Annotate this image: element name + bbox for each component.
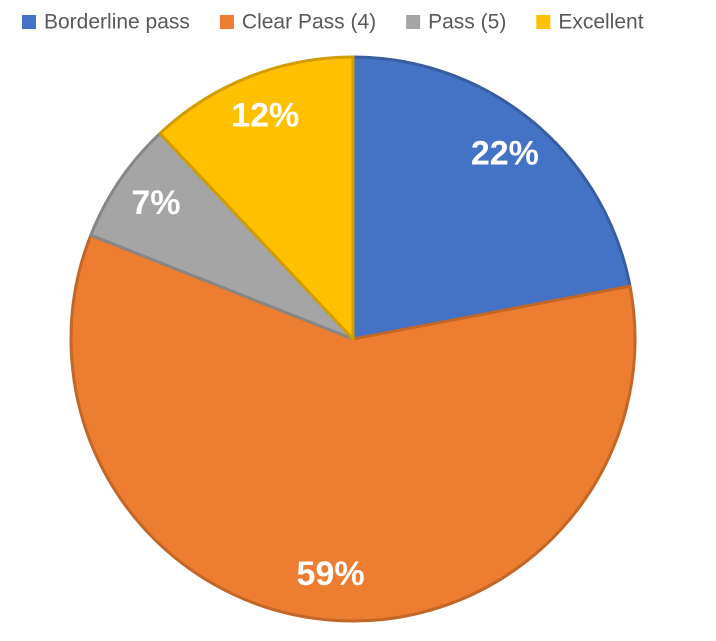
pie-slice [69, 233, 637, 623]
pie-slice [351, 55, 632, 341]
value-label: 7% [131, 184, 180, 222]
value-label: 12% [231, 96, 299, 134]
legend-swatch [22, 15, 36, 29]
legend-swatch [219, 15, 234, 29]
legend: Borderline pass Clear Pass (4) Pass (5) Exc… [22, 11, 644, 34]
legend-swatch [536, 15, 551, 29]
pie-slice [89, 131, 355, 341]
legend-swatch [406, 15, 421, 29]
legend-label: Borderline pass [44, 11, 190, 34]
pie-slice [158, 55, 355, 341]
value-label: 59% [297, 555, 365, 593]
legend-label: Pass (5) [428, 11, 506, 34]
value-label: 22% [471, 134, 539, 172]
legend-label: Excellent [558, 11, 643, 34]
legend-label: Clear Pass (4) [242, 11, 376, 34]
